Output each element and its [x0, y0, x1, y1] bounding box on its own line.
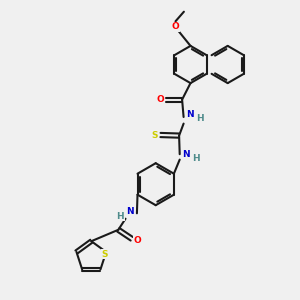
Text: H: H [192, 154, 200, 163]
Text: N: N [182, 150, 190, 159]
Text: S: S [101, 250, 108, 259]
Text: N: N [186, 110, 194, 119]
Text: O: O [171, 22, 179, 31]
Text: S: S [151, 130, 158, 140]
Text: N: N [127, 207, 134, 216]
Text: O: O [134, 236, 142, 245]
Text: O: O [156, 95, 164, 104]
Text: H: H [196, 114, 204, 123]
Text: H: H [117, 212, 124, 221]
